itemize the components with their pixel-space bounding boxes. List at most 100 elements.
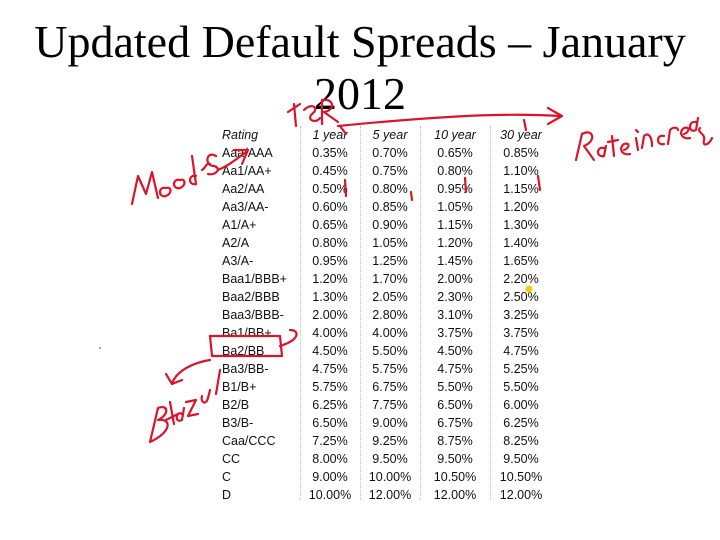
cell-rating: A2/A	[222, 236, 250, 250]
cell-1-year: 7.25%	[312, 434, 348, 448]
cell-rating: Aa3/AA-	[222, 200, 269, 214]
cell-rating: Ba1/BB+	[222, 326, 272, 340]
cell-30-year: 4.75%	[503, 344, 539, 358]
cell-30-year: 6.00%	[503, 398, 539, 412]
cell-rating: Ba2/BB	[222, 344, 265, 358]
cell-30-year: 5.25%	[503, 362, 539, 376]
cell-30-year: 1.40%	[503, 236, 539, 250]
table-body: Aaa/AAA 0.35% 0.70% 0.65% 0.85% Aa1/AA+ 0.45% 0…	[220, 144, 552, 504]
cell-5-year: 9.00%	[372, 416, 408, 430]
cell-rating: Aa1/AA+	[222, 164, 272, 178]
cell-rating: B1/B+	[222, 380, 257, 394]
cell-30-year: 2.20%	[503, 272, 539, 286]
cell-30-year: 1.65%	[503, 254, 539, 268]
cell-5-year: 2.05%	[372, 290, 408, 304]
cell-10-year: 4.75%	[437, 362, 473, 376]
slide-title: Updated Default Spreads – January 2012	[0, 16, 720, 120]
cell-5-year: 0.70%	[372, 146, 408, 160]
cell-1-year: 5.75%	[312, 380, 348, 394]
cell-5-year: 9.25%	[372, 434, 408, 448]
cell-30-year: 3.25%	[503, 308, 539, 322]
cell-10-year: 10.50%	[433, 470, 477, 484]
cell-30-year: 5.50%	[503, 380, 539, 394]
cell-1-year: 1.20%	[312, 272, 348, 286]
slide-title-line-2: 2012	[314, 68, 406, 119]
cell-30-year: 9.50%	[503, 452, 539, 466]
table-header-row: Rating 1 year 5 year 10 year 30 year	[220, 126, 552, 144]
header-30-year: 30 year	[500, 128, 542, 142]
table-row: Baa1/BBB+ 1.20% 1.70% 2.00% 2.20%	[220, 270, 552, 288]
cell-30-year: 10.50%	[499, 470, 543, 484]
table-row: CC 8.00% 9.50% 9.50% 9.50%	[220, 450, 552, 468]
cell-30-year: 8.25%	[503, 434, 539, 448]
cell-30-year: 1.30%	[503, 218, 539, 232]
cell-1-year: 8.00%	[312, 452, 348, 466]
cell-rating: Aaa/AAA	[222, 146, 273, 160]
cell-5-year: 0.80%	[372, 182, 408, 196]
cell-5-year: 5.50%	[372, 344, 408, 358]
cell-5-year: 6.75%	[372, 380, 408, 394]
cell-10-year: 6.75%	[437, 416, 473, 430]
cell-10-year: 0.80%	[437, 164, 473, 178]
header-10-year: 10 year	[434, 128, 476, 142]
cell-10-year: 9.50%	[437, 452, 473, 466]
rate-increase-annotation	[574, 116, 714, 162]
cell-1-year: 6.25%	[312, 398, 348, 412]
cell-5-year: 9.50%	[372, 452, 408, 466]
cell-5-year: 0.75%	[372, 164, 408, 178]
cell-5-year: 5.75%	[372, 362, 408, 376]
cell-1-year: 0.35%	[312, 146, 348, 160]
header-5-year: 5 year	[372, 128, 408, 142]
cell-10-year: 3.10%	[437, 308, 473, 322]
header-rating: Rating	[222, 128, 259, 142]
table-row: Baa2/BBB 1.30% 2.05% 2.30% 2.50%	[220, 288, 552, 306]
cell-rating: CC	[222, 452, 241, 466]
cell-30-year: 1.10%	[503, 164, 539, 178]
cell-5-year: 1.70%	[372, 272, 408, 286]
table-row: A3/A- 0.95% 1.25% 1.45% 1.65%	[220, 252, 552, 270]
cell-30-year: 12.00%	[499, 488, 543, 502]
cell-rating: C	[222, 470, 232, 484]
table-row: Ba1/BB+ 4.00% 4.00% 3.75% 3.75%	[220, 324, 552, 342]
cell-1-year: 0.80%	[312, 236, 348, 250]
cell-5-year: 1.05%	[372, 236, 408, 250]
table-row: Ba3/BB- 4.75% 5.75% 4.75% 5.25%	[220, 360, 552, 378]
table-row: Caa/CCC 7.25% 9.25% 8.75% 8.25%	[220, 432, 552, 450]
cell-rating: Baa3/BBB-	[222, 308, 284, 322]
cell-rating: A1/A+	[222, 218, 257, 232]
table-row: Ba2/BB 4.50% 5.50% 4.50% 4.75%	[220, 342, 552, 360]
table-row: Baa3/BBB- 2.00% 2.80% 3.10% 3.25%	[220, 306, 552, 324]
cell-1-year: 4.50%	[312, 344, 348, 358]
cell-5-year: 10.00%	[368, 470, 412, 484]
cell-1-year: 2.00%	[312, 308, 348, 322]
cell-rating: Caa/CCC	[222, 434, 276, 448]
cell-1-year: 0.45%	[312, 164, 348, 178]
cell-5-year: 0.85%	[372, 200, 408, 214]
table-row: D 10.00% 12.00% 12.00% 12.00%	[220, 486, 552, 504]
cell-1-year: 0.50%	[312, 182, 348, 196]
cell-1-year: 6.50%	[312, 416, 348, 430]
table-row: Aa1/AA+ 0.45% 0.75% 0.80% 1.10%	[220, 162, 552, 180]
cell-10-year: 5.50%	[437, 380, 473, 394]
cell-5-year: 2.80%	[372, 308, 408, 322]
table-row: Aaa/AAA 0.35% 0.70% 0.65% 0.85%	[220, 144, 552, 162]
cell-10-year: 1.05%	[437, 200, 473, 214]
cell-1-year: 1.30%	[312, 290, 348, 304]
cell-30-year: 1.20%	[503, 200, 539, 214]
table-row: B3/B- 6.50% 9.00% 6.75% 6.25%	[220, 414, 552, 432]
cell-10-year: 1.20%	[437, 236, 473, 250]
cell-rating: B2/B	[222, 398, 250, 412]
stray-mark	[99, 347, 101, 349]
cell-rating: Baa2/BBB	[222, 290, 280, 304]
table-row: B2/B 6.25% 7.75% 6.50% 6.00%	[220, 396, 552, 414]
cell-10-year: 2.30%	[437, 290, 473, 304]
cell-10-year: 3.75%	[437, 326, 473, 340]
cell-rating: Ba3/BB-	[222, 362, 269, 376]
slide-title-line-1: Updated Default Spreads – January	[34, 16, 686, 67]
cell-1-year: 0.95%	[312, 254, 348, 268]
cell-rating: B3/B-	[222, 416, 254, 430]
cell-10-year: 0.95%	[437, 182, 473, 196]
cell-5-year: 12.00%	[368, 488, 412, 502]
cell-1-year: 0.60%	[312, 200, 348, 214]
cell-10-year: 6.50%	[437, 398, 473, 412]
